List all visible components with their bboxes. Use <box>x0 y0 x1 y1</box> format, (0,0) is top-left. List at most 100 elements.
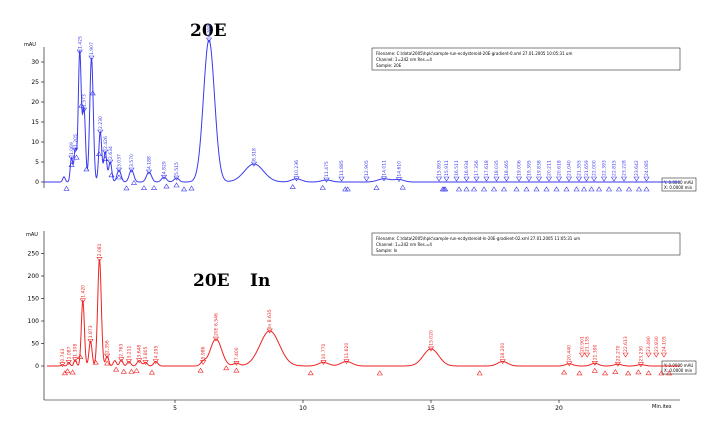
peak-apex-marker <box>107 159 114 165</box>
peak-label: 2.763 <box>119 344 125 357</box>
top-info-line-1: Filename: C:\data\2005\hplc\sample-run-e… <box>376 51 572 56</box>
peak-label: 11.885 <box>339 160 345 176</box>
baseline-marker <box>480 186 488 192</box>
top-info-line-2: Channel: 1=242 nm Res.=4 <box>376 57 432 62</box>
peak-apex-marker <box>96 257 103 262</box>
baseline-marker <box>635 186 643 192</box>
peak-apex-marker <box>515 176 523 182</box>
peak-label: 5.515 <box>174 162 180 175</box>
peak-apex-marker <box>118 357 125 363</box>
bottom-x-axis-title: Min.ites <box>652 404 672 410</box>
baseline-marker <box>376 370 383 376</box>
peak-label: 2.426 <box>103 136 109 149</box>
peak-label: 19.395 <box>527 160 533 176</box>
bottom-scale-box: Y: 0.0000 mAU X: 0.0000 min <box>661 360 697 375</box>
y-tick-label: 100 <box>28 318 40 325</box>
peak-label: 4.188 <box>147 156 153 169</box>
peak-label: 1.907 <box>89 42 95 55</box>
peak-apex-marker <box>338 176 345 182</box>
peak-label: 5.986 <box>201 346 207 359</box>
top-info-box-frame <box>371 47 681 71</box>
bottom-scale-box-frame <box>661 360 697 375</box>
peak-label: 20.618 <box>557 160 563 176</box>
peak-label: 1.420 <box>80 285 86 298</box>
y-tick-label: 250 <box>28 251 40 258</box>
baseline-marker <box>658 370 665 376</box>
baseline-marker <box>319 184 326 190</box>
baseline-marker <box>399 184 406 190</box>
top-y-ticks: 0 5 10 15 20 25 30 <box>31 59 44 186</box>
baseline-marker <box>223 365 230 371</box>
peak-apex-marker <box>152 359 159 365</box>
peak-label: 17.356 <box>474 160 480 176</box>
peak-label: 24.105 <box>661 336 667 352</box>
top-scale-line-2: X: 0.0000 min <box>664 185 693 190</box>
y-tick-label: 0 <box>35 363 39 370</box>
baseline-marker <box>643 186 650 192</box>
y-tick-label: 15 <box>31 119 39 126</box>
baseline-marker <box>645 370 652 376</box>
peak-label: 4.829 <box>162 161 168 174</box>
peak-label: 17.618 <box>484 160 490 176</box>
peak-label: 20.440 <box>567 345 573 361</box>
baseline-marker <box>115 174 123 180</box>
baseline-marker <box>307 370 314 376</box>
peak-apex-marker <box>128 167 135 173</box>
peak-label: 2.356 <box>105 340 111 353</box>
baseline-marker <box>69 369 76 375</box>
baseline-marker <box>113 366 120 372</box>
peak-label: 3.211 <box>126 345 132 358</box>
top-scale-box-frame <box>661 177 697 192</box>
peak-label: 1.425 <box>77 36 83 49</box>
baseline-marker <box>595 186 603 192</box>
peak-apex-marker <box>660 352 668 358</box>
baseline-marker <box>173 182 180 188</box>
top-info-box: Filename: C:\data\2005\hplc\sample-run-e… <box>371 47 681 71</box>
top-scale-box: Y: 0.0000 mAU X: 0.0000 min <box>661 177 697 192</box>
peak-label: 3.648 <box>137 345 143 358</box>
y-tick-label: 5 <box>35 159 39 166</box>
peak-apex-marker <box>645 352 652 358</box>
baseline-marker <box>513 186 520 192</box>
y-tick-label: 200 <box>28 273 40 280</box>
peak-apex-marker <box>503 176 510 182</box>
peak-apex-marker <box>145 169 153 175</box>
peak-label: 1.873 <box>88 325 94 338</box>
peak-apex-marker <box>583 176 590 182</box>
peak-label: 23.830 <box>654 336 660 352</box>
peak-apex-marker <box>136 358 143 364</box>
baseline-marker <box>563 186 570 192</box>
bottom-chromatogram-trace <box>47 259 680 367</box>
bottom-scale-line-2: X: 0.0000 min <box>664 368 693 373</box>
peak-label: 18.035 <box>494 160 500 176</box>
baseline-marker <box>233 367 240 373</box>
peak-label: 3.570 <box>129 154 135 167</box>
peak-label: 2.230 <box>98 116 104 129</box>
peak-label: 1.308 <box>73 344 79 357</box>
peak-apex-marker <box>545 176 553 182</box>
peak-apex-marker <box>590 176 598 182</box>
baseline-marker <box>602 370 609 376</box>
peak-label: 1.069 <box>69 142 75 155</box>
baseline-marker <box>140 185 148 190</box>
baseline-marker <box>64 368 71 374</box>
peak-label: 19.006 <box>517 160 523 176</box>
baseline-marker <box>289 184 296 189</box>
baseline-marker <box>108 172 115 178</box>
y-tick-label: 25 <box>31 79 39 86</box>
peak-apex-marker <box>493 176 500 182</box>
peak-label: 15.911 <box>444 160 450 176</box>
peak-apex-marker <box>584 352 591 358</box>
baseline-marker <box>197 367 204 373</box>
peak-label: 18.465 <box>504 160 510 176</box>
peak-label: 10.236 <box>294 160 300 176</box>
peak-apex-marker <box>473 176 480 182</box>
peak-label: 7.400 <box>234 347 240 360</box>
peak-apex-marker <box>76 49 83 55</box>
peak-label: 6.555 <box>207 24 213 37</box>
peak-apex-marker <box>125 359 132 365</box>
peak-label: 8.318 <box>252 148 258 161</box>
top-y-axis-unit: mAU <box>24 42 36 48</box>
peak-apex-marker <box>363 176 370 182</box>
y-tick-label: 0 <box>35 179 39 186</box>
